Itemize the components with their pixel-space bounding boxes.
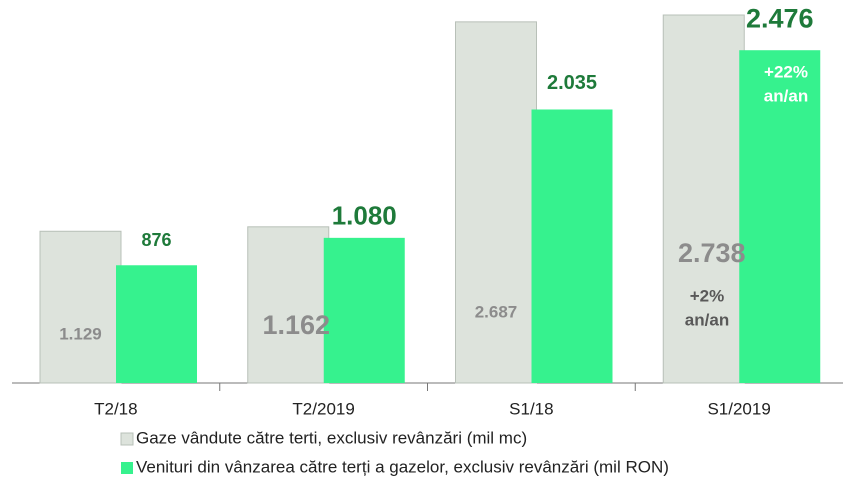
value-label: 2.738: [678, 238, 746, 268]
value-label: 2.035: [547, 72, 597, 94]
bar: [247, 226, 330, 384]
bar: [116, 265, 197, 383]
bar: [39, 230, 122, 384]
x-tick-label: T2/2019: [292, 399, 354, 418]
annotation: +22%: [764, 62, 808, 81]
annotation: an/an: [685, 310, 729, 329]
legend-swatch: [121, 462, 133, 474]
legend-swatch: [120, 432, 134, 446]
x-tick-label: S1/2019: [707, 399, 770, 418]
bar: [739, 50, 821, 384]
value-label: 2.476: [746, 3, 814, 33]
legend-label: Gaze vândute către terti, exclusiv revân…: [136, 428, 527, 447]
value-label: 1.129: [59, 324, 102, 343]
value-label: 1.080: [332, 201, 397, 231]
bar: [531, 109, 613, 384]
bar: [455, 21, 537, 384]
value-label: 2.687: [475, 302, 518, 321]
annotation: an/an: [764, 86, 808, 105]
annotation: +2%: [690, 286, 725, 305]
value-label: 1.162: [262, 310, 330, 340]
x-tick-label: S1/18: [509, 399, 553, 418]
bar: [323, 237, 405, 383]
legend-label: Venituri din vânzarea către terți a gaze…: [136, 457, 669, 476]
bar: [662, 14, 745, 384]
x-tick-label: T2/18: [94, 399, 137, 418]
value-label: 876: [141, 230, 171, 250]
